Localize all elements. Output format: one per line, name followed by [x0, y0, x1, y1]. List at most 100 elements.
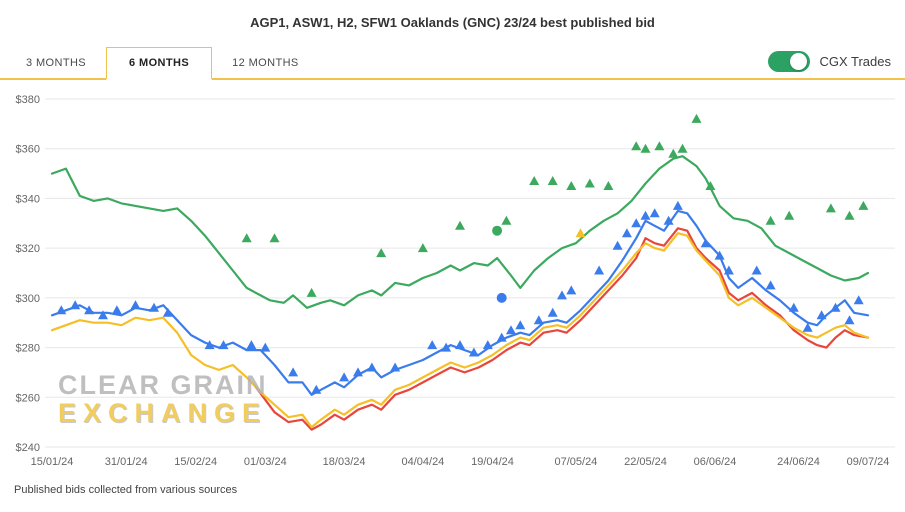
blue-trade-triangles-marker — [204, 340, 215, 350]
x-tick-label: 18/03/24 — [323, 456, 366, 468]
blue-trade-triangles-marker — [441, 342, 452, 352]
y-tick-label: $300 — [16, 293, 40, 305]
x-tick-label: 31/01/24 — [105, 456, 148, 468]
green-trade-triangles-marker — [306, 287, 317, 297]
blue-trade-triangles-marker — [557, 290, 567, 300]
blue-trade-triangles-marker — [844, 315, 855, 325]
blue-trade-triangles-marker — [640, 210, 651, 220]
green-trade-triangles-marker — [566, 181, 577, 190]
yellow-trade-triangle-marker — [575, 228, 586, 238]
red-bid-line — [254, 227, 870, 431]
blue-trade-triangles-marker — [612, 240, 623, 250]
blue-trade-triangles-marker — [788, 302, 799, 312]
blue-trade-triangles-marker — [853, 295, 864, 305]
green-trade-triangles-marker — [691, 113, 702, 123]
cgx-trades-toggle: CGX Trades — [768, 51, 891, 72]
blue-trade-triangles-marker — [700, 238, 711, 248]
tab-3-months[interactable]: 3 MONTHS — [26, 57, 87, 69]
toggle-knob-icon — [790, 53, 808, 70]
blue-trade-triangles-marker — [649, 208, 660, 218]
blue-trade-triangles-marker — [533, 315, 544, 325]
blue-trade-triangles-marker — [765, 280, 776, 290]
blue-trade-triangles-marker — [70, 300, 81, 310]
blue-trade-triangles-marker — [98, 310, 108, 320]
green-trade-triangles-marker — [547, 176, 558, 185]
blue-trade-triangles-marker — [218, 340, 229, 350]
y-tick-label: $280 — [16, 343, 40, 355]
blue-trade-triangles-marker — [631, 218, 642, 228]
green-trade-triangles-marker — [631, 141, 642, 151]
x-tick-label: 24/06/24 — [777, 456, 820, 468]
tab-bar: 3 MONTHS 6 MONTHS 12 MONTHS CGX Trades — [0, 44, 905, 80]
price-chart[interactable]: $240 $260 $280 $300 $320 $340 $360 $380 15/01/24… — [0, 80, 905, 478]
blue-trade-circle-marker — [496, 292, 507, 303]
blue-trade-triangles-marker — [802, 322, 813, 332]
blue-trade-triangles-marker — [496, 332, 507, 342]
blue-trade-triangles-marker — [672, 200, 683, 210]
blue-trade-triangles-marker — [353, 367, 363, 377]
blue-trade-triangles-marker — [311, 384, 322, 394]
x-tick-label: 01/03/24 — [244, 456, 287, 468]
y-tick-label: $240 — [16, 442, 40, 454]
green-trade-triangles-marker — [269, 233, 280, 243]
green-trade-triangles-marker — [705, 181, 716, 190]
green-trade-triangles-marker — [677, 143, 688, 153]
chart-area: $240 $260 $280 $300 $320 $340 $360 $380 15/01/24… — [0, 80, 905, 480]
y-tick-label: $320 — [16, 243, 40, 255]
y-tick-label: $260 — [16, 392, 40, 404]
cgx-trades-switch[interactable] — [768, 51, 811, 72]
blue-trade-triangles-marker — [621, 228, 632, 238]
green-trade-circle-marker — [492, 225, 503, 236]
blue-trade-triangles-marker — [830, 302, 841, 312]
blue-trade-triangles-marker — [56, 305, 67, 315]
blue-trade-triangles-marker — [339, 372, 350, 382]
page-header: AGP1, ASW1, H2, SFW1 Oaklands (GNC) 23/2… — [0, 0, 905, 44]
blue-trade-triangles-marker — [714, 250, 725, 260]
x-tick-label: 09/07/24 — [847, 456, 890, 468]
blue-trade-triangles-marker — [566, 285, 577, 295]
cgx-trades-label: CGX Trades — [819, 54, 891, 69]
y-tick-label: $380 — [16, 94, 40, 106]
blue-trade-triangles-marker — [246, 340, 257, 350]
y-tick-label: $360 — [16, 144, 40, 156]
blue-trade-triangles-marker — [130, 300, 141, 310]
green-trade-triangles-marker — [825, 203, 836, 213]
green-trade-triangles-marker — [858, 200, 869, 210]
x-tick-label: 15/01/24 — [31, 456, 74, 468]
blue-trade-triangles-marker — [427, 340, 438, 350]
blue-trade-triangles-marker — [260, 342, 271, 352]
blue-trade-triangles-marker — [547, 307, 558, 317]
x-tick-label: 06/06/24 — [694, 456, 737, 468]
blue-trade-triangles-marker — [506, 325, 516, 335]
green-trade-triangles-marker — [784, 210, 795, 220]
blue-trade-triangles-marker — [482, 340, 493, 350]
page-title: AGP1, ASW1, H2, SFW1 Oaklands (GNC) 23/2… — [250, 14, 655, 30]
blue-trade-triangles-marker — [515, 320, 526, 330]
tab-12-months[interactable]: 12 MONTHS — [232, 57, 299, 69]
blue-trade-triangles-marker — [288, 367, 299, 377]
green-trade-triangles-marker — [376, 248, 387, 258]
blue-trade-triangles-marker — [149, 302, 159, 312]
green-trade-triangles-marker — [455, 220, 465, 230]
x-tick-label: 07/05/24 — [554, 456, 597, 468]
green-trade-triangles-marker — [668, 148, 679, 158]
green-trade-triangles-marker — [844, 210, 855, 220]
green-trade-triangles-marker — [765, 215, 776, 225]
blue-trade-triangles-marker — [390, 362, 401, 372]
green-trade-triangles-marker — [417, 243, 428, 253]
green-trade-triangles-marker — [529, 176, 540, 185]
blue-trade-triangles-marker — [455, 340, 465, 350]
green-trade-triangles-marker — [603, 181, 614, 190]
tab-6-months[interactable]: 6 MONTHS — [106, 47, 213, 80]
x-tick-label: 15/02/24 — [174, 456, 217, 468]
blue-trade-triangles-marker — [723, 265, 734, 275]
green-trade-triangles-marker — [654, 141, 665, 151]
blue-trade-triangles-marker — [816, 310, 827, 320]
x-tick-label: 22/05/24 — [624, 456, 667, 468]
blue-trade-triangles-marker — [663, 215, 674, 225]
green-bid-line — [50, 155, 870, 309]
yellow-bid-line — [50, 232, 870, 429]
blue-trade-triangles-marker — [84, 305, 95, 315]
footer-note: Published bids collected from various so… — [14, 484, 238, 496]
blue-trade-triangles-marker — [162, 307, 173, 317]
